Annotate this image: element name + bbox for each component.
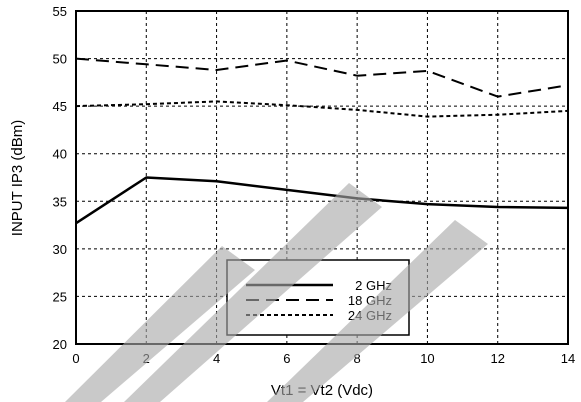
y-tick-label: 20 — [53, 337, 67, 352]
watermark — [65, 183, 488, 402]
x-tick-label: 4 — [213, 351, 220, 366]
x-tick-label: 14 — [561, 351, 575, 366]
y-axis-label: INPUT IP3 (dBm) — [9, 120, 26, 236]
y-tick-label: 45 — [53, 99, 67, 114]
watermark-stroke-2 — [124, 183, 382, 402]
watermark-stroke-1 — [65, 246, 255, 402]
y-tick-label: 35 — [53, 194, 67, 209]
series-line-2-ghz — [75, 176, 569, 225]
x-tick-label: 6 — [283, 351, 290, 366]
x-tick-label: 12 — [490, 351, 504, 366]
watermark-stroke-3 — [267, 220, 488, 402]
y-tick-label: 30 — [53, 242, 67, 257]
series-line-24-ghz — [75, 100, 569, 118]
series-line-18-ghz — [75, 57, 569, 98]
x-tick-label: 0 — [72, 351, 79, 366]
y-tick-label: 25 — [53, 289, 67, 304]
x-tick-label: 8 — [354, 351, 361, 366]
y-tick-label: 50 — [53, 52, 67, 67]
y-tick-label: 55 — [53, 4, 67, 19]
y-tick-labels: 20 25 30 35 40 45 50 55 — [53, 4, 67, 352]
y-tick-label: 40 — [53, 147, 67, 162]
legend-label: 2 GHz — [355, 278, 392, 293]
series-lines — [75, 57, 569, 225]
plot-frame — [75, 10, 569, 345]
x-tick-label: 10 — [420, 351, 434, 366]
